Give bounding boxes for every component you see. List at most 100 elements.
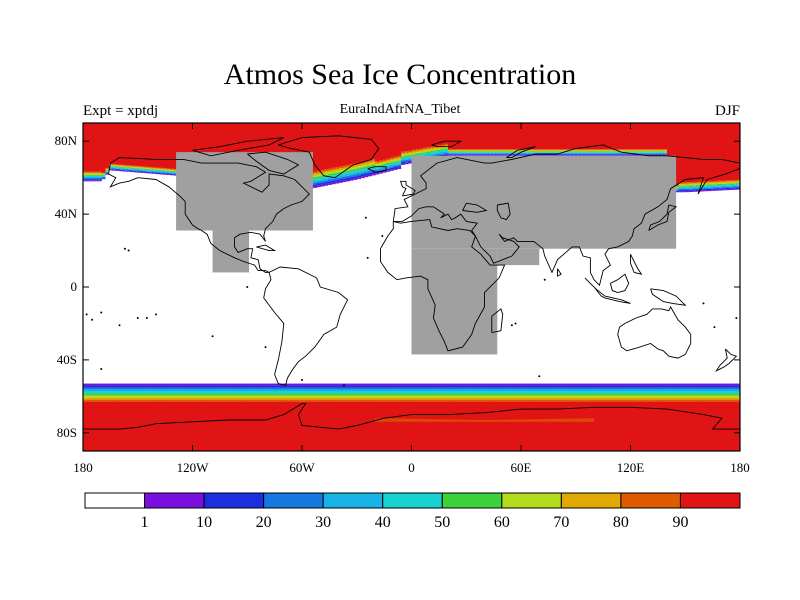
ice-cell	[510, 123, 515, 150]
ice-cell	[502, 149, 507, 151]
ice-cell	[378, 167, 383, 170]
ice-cell	[499, 399, 504, 402]
ice-cell	[663, 151, 668, 153]
ice-cell	[586, 385, 591, 388]
ice-cell	[703, 399, 708, 402]
ice-cell	[411, 152, 416, 155]
ice-cell	[517, 123, 522, 150]
ice-cell	[615, 393, 621, 396]
ice-cell	[294, 397, 299, 400]
ice-cell	[601, 391, 606, 394]
ice-cell	[637, 391, 643, 394]
ice-cell	[696, 182, 701, 184]
ice-cell	[130, 167, 135, 168]
ice-cell	[451, 387, 456, 390]
ice-cell	[112, 397, 117, 400]
ice-cell	[513, 399, 518, 402]
ice-cell	[521, 152, 526, 154]
ice-cell	[510, 155, 515, 156]
ice-cell	[696, 401, 701, 451]
ice-cell	[568, 399, 573, 402]
ice-cell	[185, 397, 190, 400]
ice-cell	[422, 395, 427, 398]
ice-cell	[258, 397, 263, 400]
ice-cell	[221, 397, 226, 400]
ice-cell	[491, 154, 497, 156]
ice-cell	[283, 393, 288, 396]
ice-cell	[477, 123, 482, 150]
ice-cell	[685, 191, 690, 193]
ice-cell	[429, 401, 434, 451]
ice-cell	[152, 173, 157, 174]
ice-cell	[221, 393, 226, 396]
ice-cell	[364, 123, 369, 161]
ice-cell	[210, 391, 215, 394]
ice-cell	[185, 393, 190, 396]
ice-cell	[418, 149, 424, 152]
ice-cell	[170, 399, 175, 402]
ice-cell	[626, 149, 632, 150]
ice-cell	[283, 123, 288, 180]
ice-cell	[218, 399, 223, 402]
ice-cell	[83, 172, 88, 174]
ice-cell	[718, 395, 723, 398]
ice-cell	[97, 178, 102, 180]
ice-cell	[542, 154, 548, 156]
ice-cell	[535, 385, 540, 388]
ice-cell	[177, 401, 183, 451]
ice-cell	[455, 155, 460, 156]
ice-cell	[528, 395, 533, 398]
ice-cell	[199, 393, 205, 396]
ice-cell	[396, 163, 402, 165]
ice-cell	[156, 169, 161, 171]
ice-cell	[188, 123, 194, 171]
ice-cell	[458, 151, 464, 153]
ice-cell	[469, 155, 475, 156]
ice-cell	[725, 395, 730, 398]
ice-cell	[703, 186, 708, 188]
ice-cell	[473, 393, 478, 396]
ice-cell	[393, 389, 398, 392]
ice-cell	[112, 167, 117, 168]
ice-cell	[539, 393, 544, 396]
ice-cell	[360, 170, 365, 173]
ice-cell	[338, 393, 343, 396]
ice-cell	[331, 387, 336, 390]
ice-cell	[579, 149, 584, 150]
ice-cell	[396, 123, 402, 156]
ice-cell	[396, 389, 402, 392]
ice-cell	[327, 123, 332, 169]
ice-cell	[521, 153, 526, 155]
ice-cell	[334, 397, 340, 400]
ice-cell	[331, 399, 336, 402]
ice-cell	[729, 397, 734, 400]
ice-cell	[250, 401, 256, 451]
ice-cell	[239, 399, 245, 402]
ice-cell	[663, 385, 668, 388]
ice-cell	[637, 395, 643, 398]
ice-cell	[579, 155, 584, 156]
ice-cell	[458, 123, 464, 150]
ice-cell	[210, 395, 215, 398]
ice-cell	[444, 154, 449, 156]
ice-cell	[623, 389, 628, 392]
ice-cell	[612, 151, 617, 153]
ice-cell	[619, 149, 624, 150]
ice-cell	[535, 399, 540, 402]
ice-cell	[316, 399, 321, 402]
ice-cell	[174, 385, 179, 388]
ice-cell	[327, 393, 332, 396]
ice-cell	[542, 389, 548, 392]
ice-cell	[177, 399, 183, 402]
ice-orange-streak	[375, 418, 594, 422]
ice-cell	[261, 399, 267, 402]
ice-cell	[546, 389, 551, 392]
ice-cell	[521, 401, 526, 451]
ice-cell	[707, 399, 712, 402]
ice-cell	[444, 145, 449, 147]
ice-cell	[656, 383, 661, 386]
ice-cell	[703, 182, 708, 184]
ice-cell	[312, 387, 318, 390]
colorbar-box	[382, 492, 443, 509]
ice-cell	[648, 123, 653, 150]
